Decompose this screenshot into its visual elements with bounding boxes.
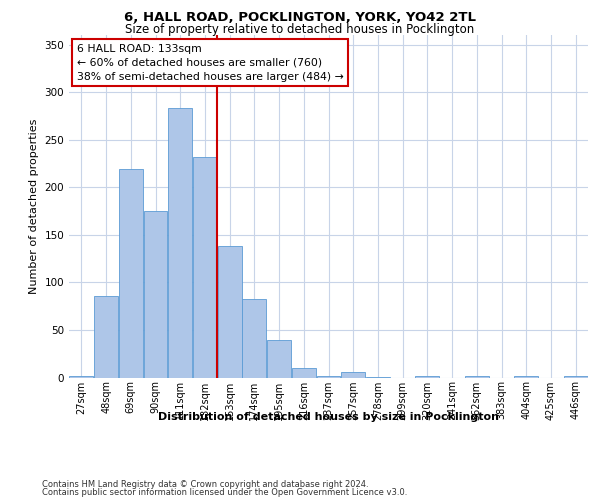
Bar: [415, 376, 439, 378]
Bar: [218, 246, 242, 378]
Bar: [193, 157, 217, 378]
Bar: [267, 340, 291, 378]
Bar: [292, 368, 316, 378]
Bar: [317, 376, 340, 378]
Bar: [242, 298, 266, 378]
Bar: [341, 372, 365, 378]
Text: Contains public sector information licensed under the Open Government Licence v3: Contains public sector information licen…: [42, 488, 407, 497]
Y-axis label: Number of detached properties: Number of detached properties: [29, 118, 39, 294]
Text: Distribution of detached houses by size in Pocklington: Distribution of detached houses by size …: [158, 412, 499, 422]
Bar: [563, 376, 587, 378]
Bar: [70, 376, 94, 378]
Text: Size of property relative to detached houses in Pocklington: Size of property relative to detached ho…: [125, 22, 475, 36]
Bar: [168, 108, 192, 378]
Bar: [119, 169, 143, 378]
Bar: [465, 376, 489, 378]
Bar: [514, 376, 538, 378]
Text: 6, HALL ROAD, POCKLINGTON, YORK, YO42 2TL: 6, HALL ROAD, POCKLINGTON, YORK, YO42 2T…: [124, 11, 476, 24]
Bar: [94, 296, 118, 378]
Text: 6 HALL ROAD: 133sqm
← 60% of detached houses are smaller (760)
38% of semi-detac: 6 HALL ROAD: 133sqm ← 60% of detached ho…: [77, 44, 344, 82]
Bar: [143, 211, 167, 378]
Text: Contains HM Land Registry data © Crown copyright and database right 2024.: Contains HM Land Registry data © Crown c…: [42, 480, 368, 489]
Bar: [366, 376, 390, 378]
